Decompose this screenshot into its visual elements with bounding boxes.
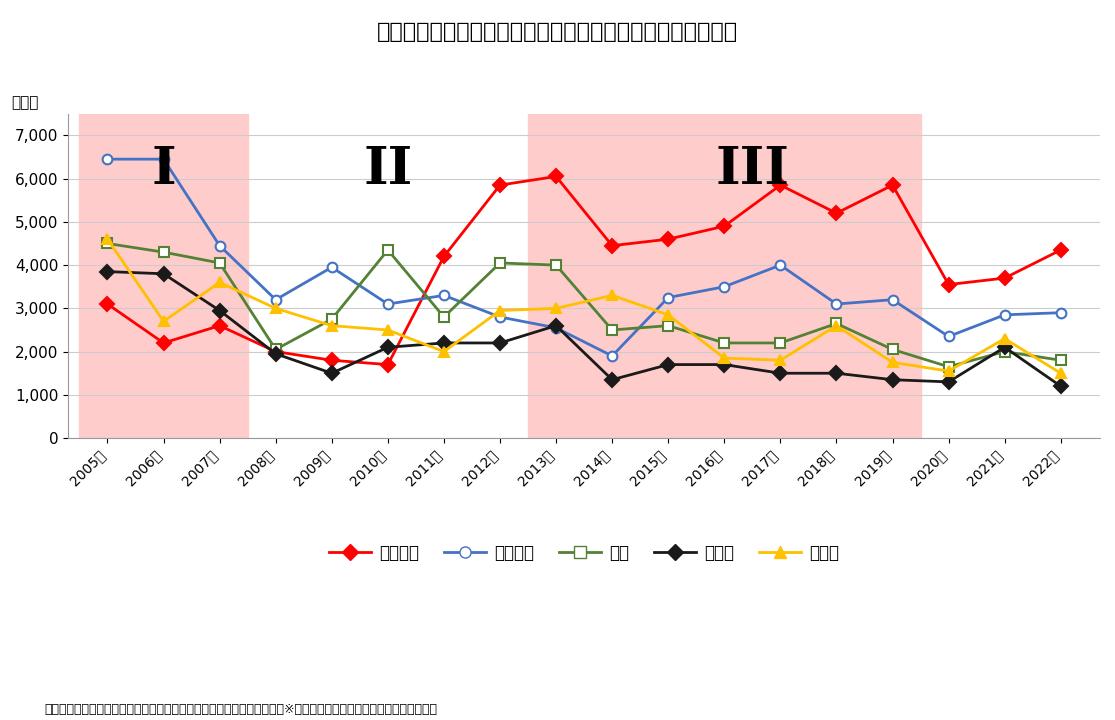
Text: II: II xyxy=(363,144,413,195)
Legend: 大阪都心, 大阪郊外, 北摂, 阪神間, 神戸市: 大阪都心, 大阪郊外, 北摂, 阪神間, 神戸市 xyxy=(322,537,846,569)
Text: I: I xyxy=(152,144,176,195)
Text: III: III xyxy=(716,144,789,195)
Text: （戸）: （戸） xyxy=(11,96,39,110)
Bar xyxy=(529,114,921,438)
Bar xyxy=(79,114,248,438)
Text: 図表－４　新築分譲マンションの新規供給戸数（エリア別）: 図表－４ 新築分譲マンションの新規供給戸数（エリア別） xyxy=(377,22,738,42)
Text: （出所）不動産経済研究所のデータをもとにニッセイ基礎研究所推計　※　赤網掛けは新築マンション価格上昇局面: （出所）不動産経済研究所のデータをもとにニッセイ基礎研究所推計 ※ 赤網掛けは新… xyxy=(45,703,437,716)
